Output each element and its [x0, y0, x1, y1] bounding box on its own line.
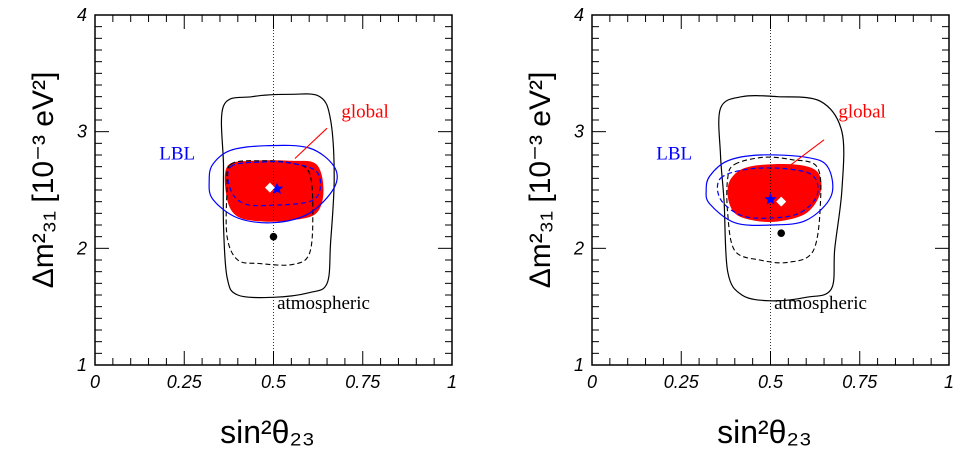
panel-left: 0 0.25 0.5 0.75 1 1 2 3 4 LBL global atmospheric sin…	[27, 5, 457, 450]
y-axis-title: Δm²₃₁ [10⁻³ eV²]	[27, 72, 60, 289]
atmospheric-label: atmospheric	[774, 293, 867, 314]
global-star-marker	[270, 182, 284, 195]
x-tick-label: 0.75	[345, 372, 381, 392]
atmospheric-contour-outer	[220, 93, 335, 299]
atm-dot-marker	[777, 229, 786, 237]
global-contour-fill	[727, 164, 822, 223]
lbl-diamond-marker	[264, 182, 275, 193]
atmospheric-contour-outer	[718, 95, 845, 302]
x-tick-label: 0	[587, 372, 597, 392]
global-label: global	[341, 102, 389, 123]
y-tick-label: 3	[77, 122, 87, 142]
panel-right: 0 0.25 0.5 0.75 1 1 2 3 4 LBL global atmospheric sin…	[524, 5, 953, 450]
x-axis-title: sin²θ₂₃	[717, 414, 812, 450]
lbl-contour-inner	[716, 167, 819, 219]
x-tick-label: 0.75	[842, 372, 878, 392]
atmospheric-contour-inner	[726, 156, 822, 264]
lbl-label: LBL	[656, 144, 692, 165]
y-tick-label: 1	[77, 355, 87, 375]
lbl-star-marker	[764, 192, 777, 205]
global-diamond-marker	[776, 196, 787, 207]
x-tick-label: 1	[944, 372, 953, 392]
lbl-contour-outer	[208, 144, 338, 224]
y-tick-label: 3	[574, 122, 584, 142]
x-tick-label: 0.25	[167, 372, 203, 392]
lbl-contour-outer	[705, 154, 834, 226]
x-axis-title: sin²θ₂₃	[220, 414, 315, 450]
y-tick-label: 1	[574, 355, 584, 375]
x-tick-label: 1	[447, 372, 457, 392]
lbl-contour-inner	[227, 161, 322, 207]
y-tick-label: 2	[573, 238, 584, 258]
x-tick-label: 0.5	[261, 372, 287, 392]
lbl-label: LBL	[159, 144, 195, 165]
global-label: global	[838, 102, 886, 123]
x-tick-label: 0.5	[758, 372, 784, 392]
x-tick-label: 0.25	[664, 372, 700, 392]
y-tick-label: 2	[76, 238, 87, 258]
global-pointer-line	[294, 127, 328, 159]
y-tick-label: 4	[77, 5, 87, 25]
atmospheric-label: atmospheric	[277, 293, 370, 314]
y-tick-label: 4	[574, 5, 584, 25]
x-tick-label: 0	[90, 372, 100, 392]
global-pointer-line	[788, 139, 825, 168]
atm-dot-marker	[269, 232, 278, 241]
y-axis-title: Δm²₃₁ [10⁻³ eV²]	[524, 72, 557, 289]
